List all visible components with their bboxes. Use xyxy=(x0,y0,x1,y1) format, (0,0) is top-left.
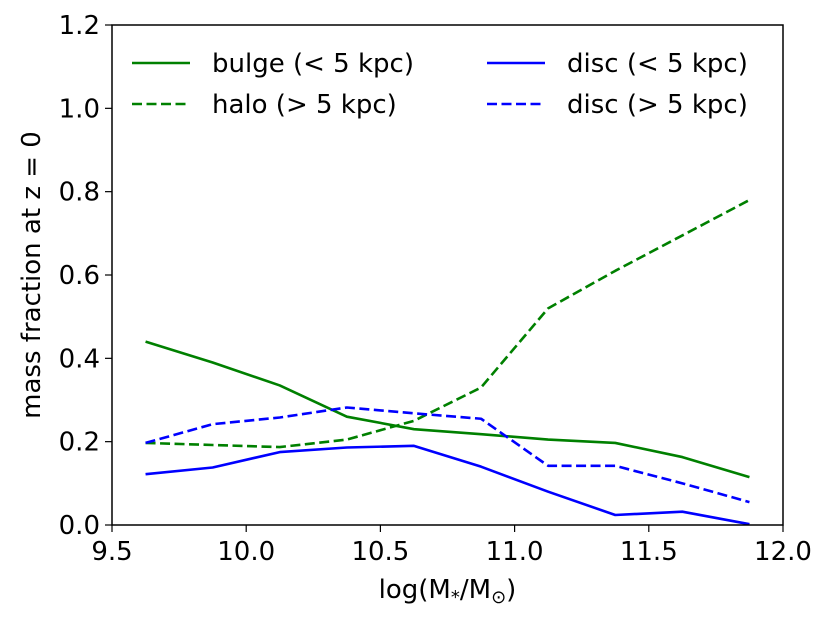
series-line-3 xyxy=(145,444,750,526)
x-axis-title-subscript: * xyxy=(451,587,460,608)
y-tick-label: 0.4 xyxy=(59,344,100,374)
y-tick-label: 0.6 xyxy=(59,261,100,291)
x-tick-label: 11.5 xyxy=(620,537,678,567)
y-tick-label: 1.2 xyxy=(59,11,100,41)
series-line-2 xyxy=(145,198,751,449)
series-line-1 xyxy=(145,340,750,479)
y-tick-label: 0.0 xyxy=(59,511,100,541)
legend-label-4: disc (> 5 kpc) xyxy=(567,90,748,120)
legend-label-2: halo (> 5 kpc) xyxy=(212,90,397,120)
y-tick-label: 1.0 xyxy=(59,94,100,124)
y-axis-title: mass fraction at z = 0 xyxy=(17,131,47,419)
legend-label-3: disc (< 5 kpc) xyxy=(567,49,748,79)
x-axis-title-part: log(M xyxy=(379,575,451,605)
x-tick-label: 11.0 xyxy=(486,537,544,567)
legend-label-1: bulge (< 5 kpc) xyxy=(212,49,414,79)
x-axis-title-subscript: ⊙ xyxy=(491,587,506,608)
series-line-4 xyxy=(145,406,750,504)
x-tick-label: 9.5 xyxy=(91,537,132,567)
y-tick-label: 0.8 xyxy=(59,178,100,208)
x-axis-title-part: /M xyxy=(460,575,491,605)
y-tick-label: 0.2 xyxy=(59,428,100,458)
x-tick-label: 12.0 xyxy=(754,537,812,567)
x-tick-label: 10.0 xyxy=(217,537,275,567)
x-axis-title-part: ) xyxy=(506,575,516,605)
x-tick-label: 10.5 xyxy=(351,537,409,567)
plot-area xyxy=(145,198,751,526)
x-axis-title: log(M*/M⊙) xyxy=(379,575,517,608)
axes: 9.5 10.0 10.5 11.0 11.5 12.0 0.0 0.2 0.4 0.6 0.8 1.… xyxy=(59,11,812,567)
legend: bulge (< 5 kpc) halo (> 5 kpc) disc (< 5 k… xyxy=(132,49,748,120)
